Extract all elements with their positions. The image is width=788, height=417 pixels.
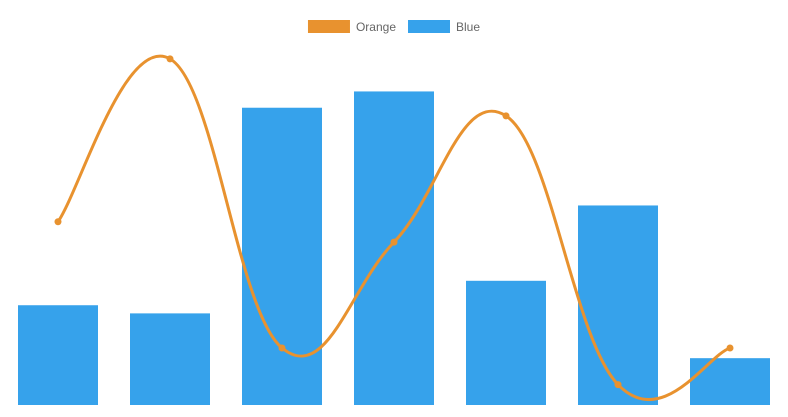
legend-label-blue: Blue xyxy=(456,20,480,34)
bar-series xyxy=(18,91,770,405)
bar-6 xyxy=(578,205,658,405)
bar-3 xyxy=(242,107,322,405)
line-point-2 xyxy=(166,55,174,63)
line-point-5 xyxy=(502,112,510,120)
legend-item-orange: Orange xyxy=(307,20,396,34)
legend: Orange Blue xyxy=(307,20,480,34)
bar-7 xyxy=(690,358,770,405)
line-point-4 xyxy=(390,238,398,246)
legend-item-blue: Blue xyxy=(408,20,480,34)
bar-5 xyxy=(466,280,546,405)
bar-4 xyxy=(354,91,434,405)
bar-2 xyxy=(130,313,210,405)
line-point-3 xyxy=(278,344,286,352)
bar-1 xyxy=(18,305,98,405)
line-point-1 xyxy=(54,218,62,226)
legend-label-orange: Orange xyxy=(356,20,396,34)
legend-swatch-blue xyxy=(408,20,450,33)
line-point-7 xyxy=(726,344,734,352)
line-point-6 xyxy=(614,381,622,389)
line-series xyxy=(54,54,734,402)
legend-swatch-orange xyxy=(307,20,350,33)
